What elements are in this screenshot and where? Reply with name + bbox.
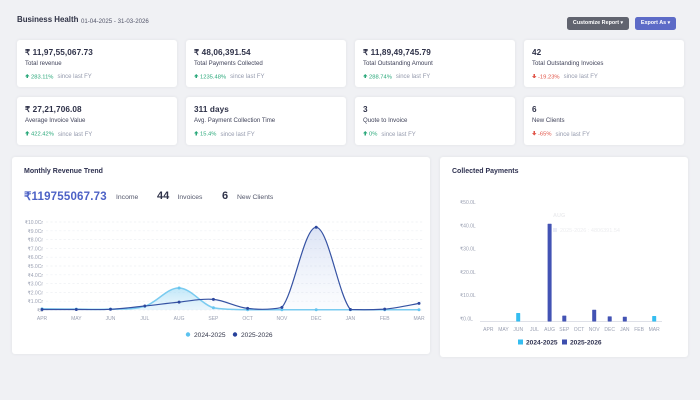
- svg-text:JUN: JUN: [513, 327, 523, 333]
- svg-text:₹1.0Cr: ₹1.0Cr: [28, 299, 44, 305]
- svg-text:₹5.0Cr: ₹5.0Cr: [28, 264, 44, 270]
- svg-text:NOV: NOV: [276, 316, 288, 322]
- svg-text:2025-2026: 2025-2026: [570, 340, 602, 347]
- svg-text:SEP: SEP: [208, 316, 219, 322]
- svg-text:FEB: FEB: [634, 327, 644, 333]
- svg-text:JUN: JUN: [106, 316, 116, 322]
- svg-text:DEC: DEC: [604, 327, 615, 333]
- svg-text:DEC: DEC: [311, 316, 322, 322]
- svg-text:₹30.0L: ₹30.0L: [460, 247, 476, 253]
- svg-text:2025-2026: 2025-2026: [241, 332, 273, 339]
- svg-text:₹0: ₹0: [37, 308, 43, 314]
- svg-text:NOV: NOV: [589, 327, 601, 333]
- svg-text:JAN: JAN: [620, 327, 630, 333]
- svg-text:OCT: OCT: [242, 316, 253, 322]
- svg-text:JUL: JUL: [530, 327, 539, 333]
- svg-text:OCT: OCT: [574, 327, 585, 333]
- svg-text:SEP: SEP: [559, 327, 570, 333]
- svg-text:JUL: JUL: [140, 316, 149, 322]
- svg-text:₹40.0L: ₹40.0L: [460, 223, 476, 229]
- svg-text:₹50.0L: ₹50.0L: [460, 200, 476, 206]
- svg-text:2024-2025: 2024-2025: [194, 332, 226, 339]
- svg-text:₹7.0Cr: ₹7.0Cr: [28, 246, 44, 252]
- svg-text:₹4.0Cr: ₹4.0Cr: [28, 273, 44, 279]
- svg-text:₹3.0Cr: ₹3.0Cr: [28, 282, 44, 288]
- svg-text:₹10.0Cr: ₹10.0Cr: [25, 220, 44, 226]
- svg-text:2025-2026 : 4806391.54: 2025-2026 : 4806391.54: [560, 228, 620, 234]
- svg-text:AUG: AUG: [544, 327, 555, 333]
- svg-text:₹6.0Cr: ₹6.0Cr: [28, 255, 44, 261]
- svg-text:2024-2025: 2024-2025: [526, 340, 558, 347]
- svg-text:AUG: AUG: [553, 213, 565, 219]
- svg-text:₹20.0L: ₹20.0L: [460, 270, 476, 276]
- svg-text:FEB: FEB: [380, 316, 390, 322]
- svg-text:₹0.0L: ₹0.0L: [460, 316, 473, 322]
- svg-text:MAR: MAR: [413, 316, 425, 322]
- svg-text:AUG: AUG: [174, 316, 185, 322]
- svg-text:₹2.0Cr: ₹2.0Cr: [28, 290, 44, 296]
- svg-text:JAN: JAN: [346, 316, 356, 322]
- svg-text:MAY: MAY: [498, 327, 509, 333]
- svg-text:APR: APR: [37, 316, 48, 322]
- svg-text:₹8.0Cr: ₹8.0Cr: [28, 238, 44, 244]
- svg-text:MAY: MAY: [71, 316, 82, 322]
- svg-text:₹10.0L: ₹10.0L: [460, 293, 476, 299]
- svg-text:₹9.0Cr: ₹9.0Cr: [28, 229, 44, 235]
- svg-text:MAR: MAR: [649, 327, 661, 333]
- svg-text:APR: APR: [483, 327, 494, 333]
